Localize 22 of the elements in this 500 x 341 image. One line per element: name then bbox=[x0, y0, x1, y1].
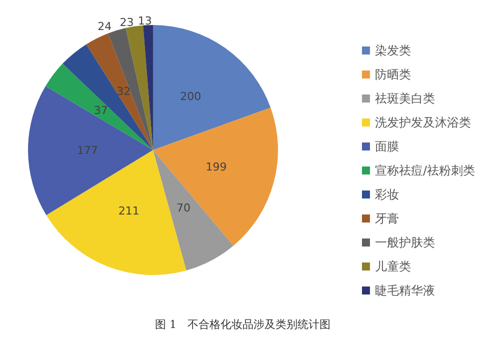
data-label: 200 bbox=[180, 90, 202, 103]
legend-label: 睫毛精华液 bbox=[374, 284, 435, 298]
data-label: 23 bbox=[120, 16, 134, 29]
text: 图 1 不合格化妆品涉及类别统计图 bbox=[155, 318, 330, 331]
legend-label: 彩妆 bbox=[374, 188, 399, 202]
data-label: 37 bbox=[94, 104, 108, 117]
legend-label: 祛斑美白类 bbox=[374, 92, 435, 106]
legend-label: 儿童类 bbox=[374, 260, 411, 274]
legend-label: 面膜 bbox=[374, 140, 399, 154]
legend-label: 防晒类 bbox=[374, 68, 411, 82]
legend-label: 洗发护发及沐浴类 bbox=[374, 116, 471, 130]
data-label: 177 bbox=[77, 144, 98, 157]
data-label: 211 bbox=[118, 204, 140, 218]
data-label: 199 bbox=[206, 160, 227, 174]
legend-label: 宣称祛痘/祛粉刺类 bbox=[374, 164, 476, 178]
data-label: 70 bbox=[176, 201, 190, 214]
data-label: 32 bbox=[116, 84, 131, 98]
legend-label: 牙膏 bbox=[374, 212, 399, 226]
data-label: 13 bbox=[138, 14, 152, 28]
data-label: 24 bbox=[98, 20, 112, 34]
legend-label: 一般护肤类 bbox=[374, 236, 435, 250]
legend-label: 染发类 bbox=[374, 44, 411, 58]
